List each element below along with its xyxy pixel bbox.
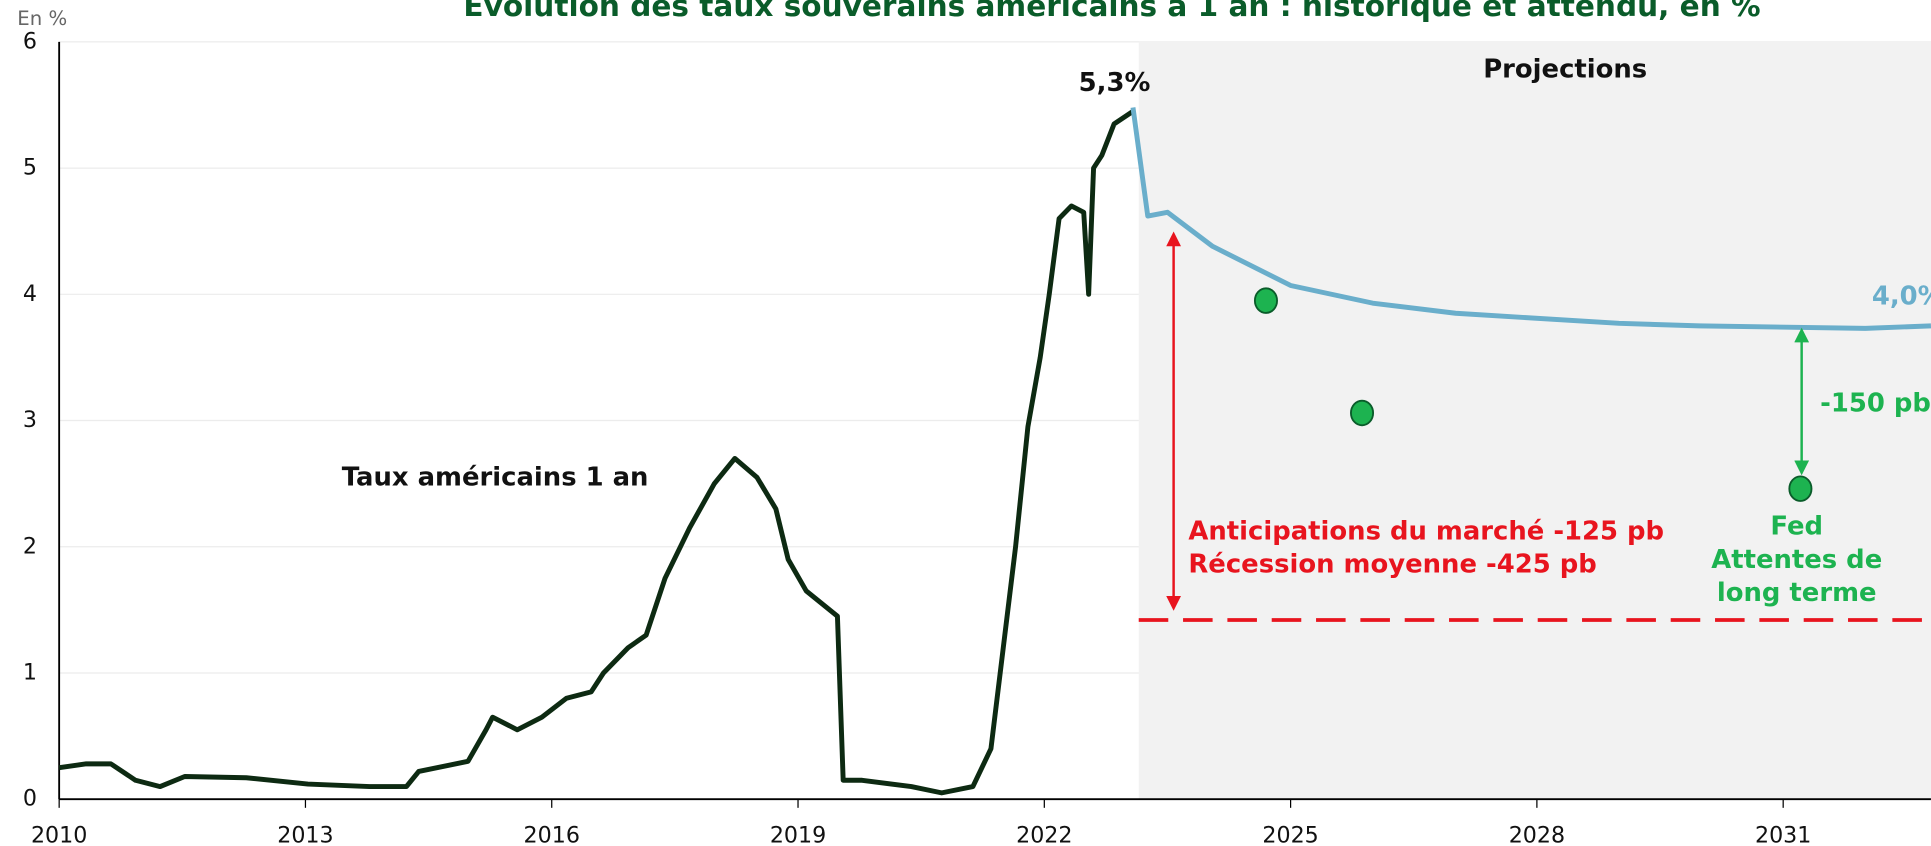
y-tick-label: 5 xyxy=(23,155,37,181)
y-tick-label: 3 xyxy=(23,407,37,433)
x-tick-label: 2010 xyxy=(31,823,87,846)
y-tick-label: 6 xyxy=(23,28,37,54)
point xyxy=(1253,287,1278,314)
x-tick-label: 2025 xyxy=(1262,823,1318,846)
annotation: Anticipations du marché -125 pb xyxy=(1188,516,1664,546)
region-label: Projections xyxy=(1483,55,1647,85)
x-tick-label: 2022 xyxy=(1016,823,1072,846)
series-label: Taux américains 1 an xyxy=(342,462,649,492)
annotation: Récession moyenne -425 pb xyxy=(1188,550,1596,580)
annotation: -150 pb xyxy=(1820,388,1931,418)
x-tick-label: 2019 xyxy=(770,823,826,846)
x-tick-label: 2028 xyxy=(1509,823,1565,846)
annotation: long terme xyxy=(1717,578,1877,608)
y-tick-label: 1 xyxy=(23,659,37,685)
x-tick-label: 2016 xyxy=(524,823,580,846)
point xyxy=(1788,475,1813,502)
y-tick-label: 2 xyxy=(23,533,37,559)
line xyxy=(1130,107,1931,331)
x-tick-label: 2013 xyxy=(277,823,333,846)
annotation: Attentes de xyxy=(1711,545,1882,575)
y-axis-label: En % xyxy=(17,7,67,30)
annotation: 5,3% xyxy=(1079,68,1151,98)
shaded-region xyxy=(1138,41,1931,800)
y-tick-label: 4 xyxy=(23,281,37,307)
point xyxy=(1350,399,1375,427)
annotation: 4,0% xyxy=(1872,281,1931,311)
x-tick-label: 2031 xyxy=(1755,823,1811,846)
line xyxy=(58,109,1135,796)
y-tick-label: 0 xyxy=(23,786,37,812)
chart-title: Évolution des taux souverains américains… xyxy=(463,0,1760,23)
annotation: Fed xyxy=(1770,512,1823,542)
